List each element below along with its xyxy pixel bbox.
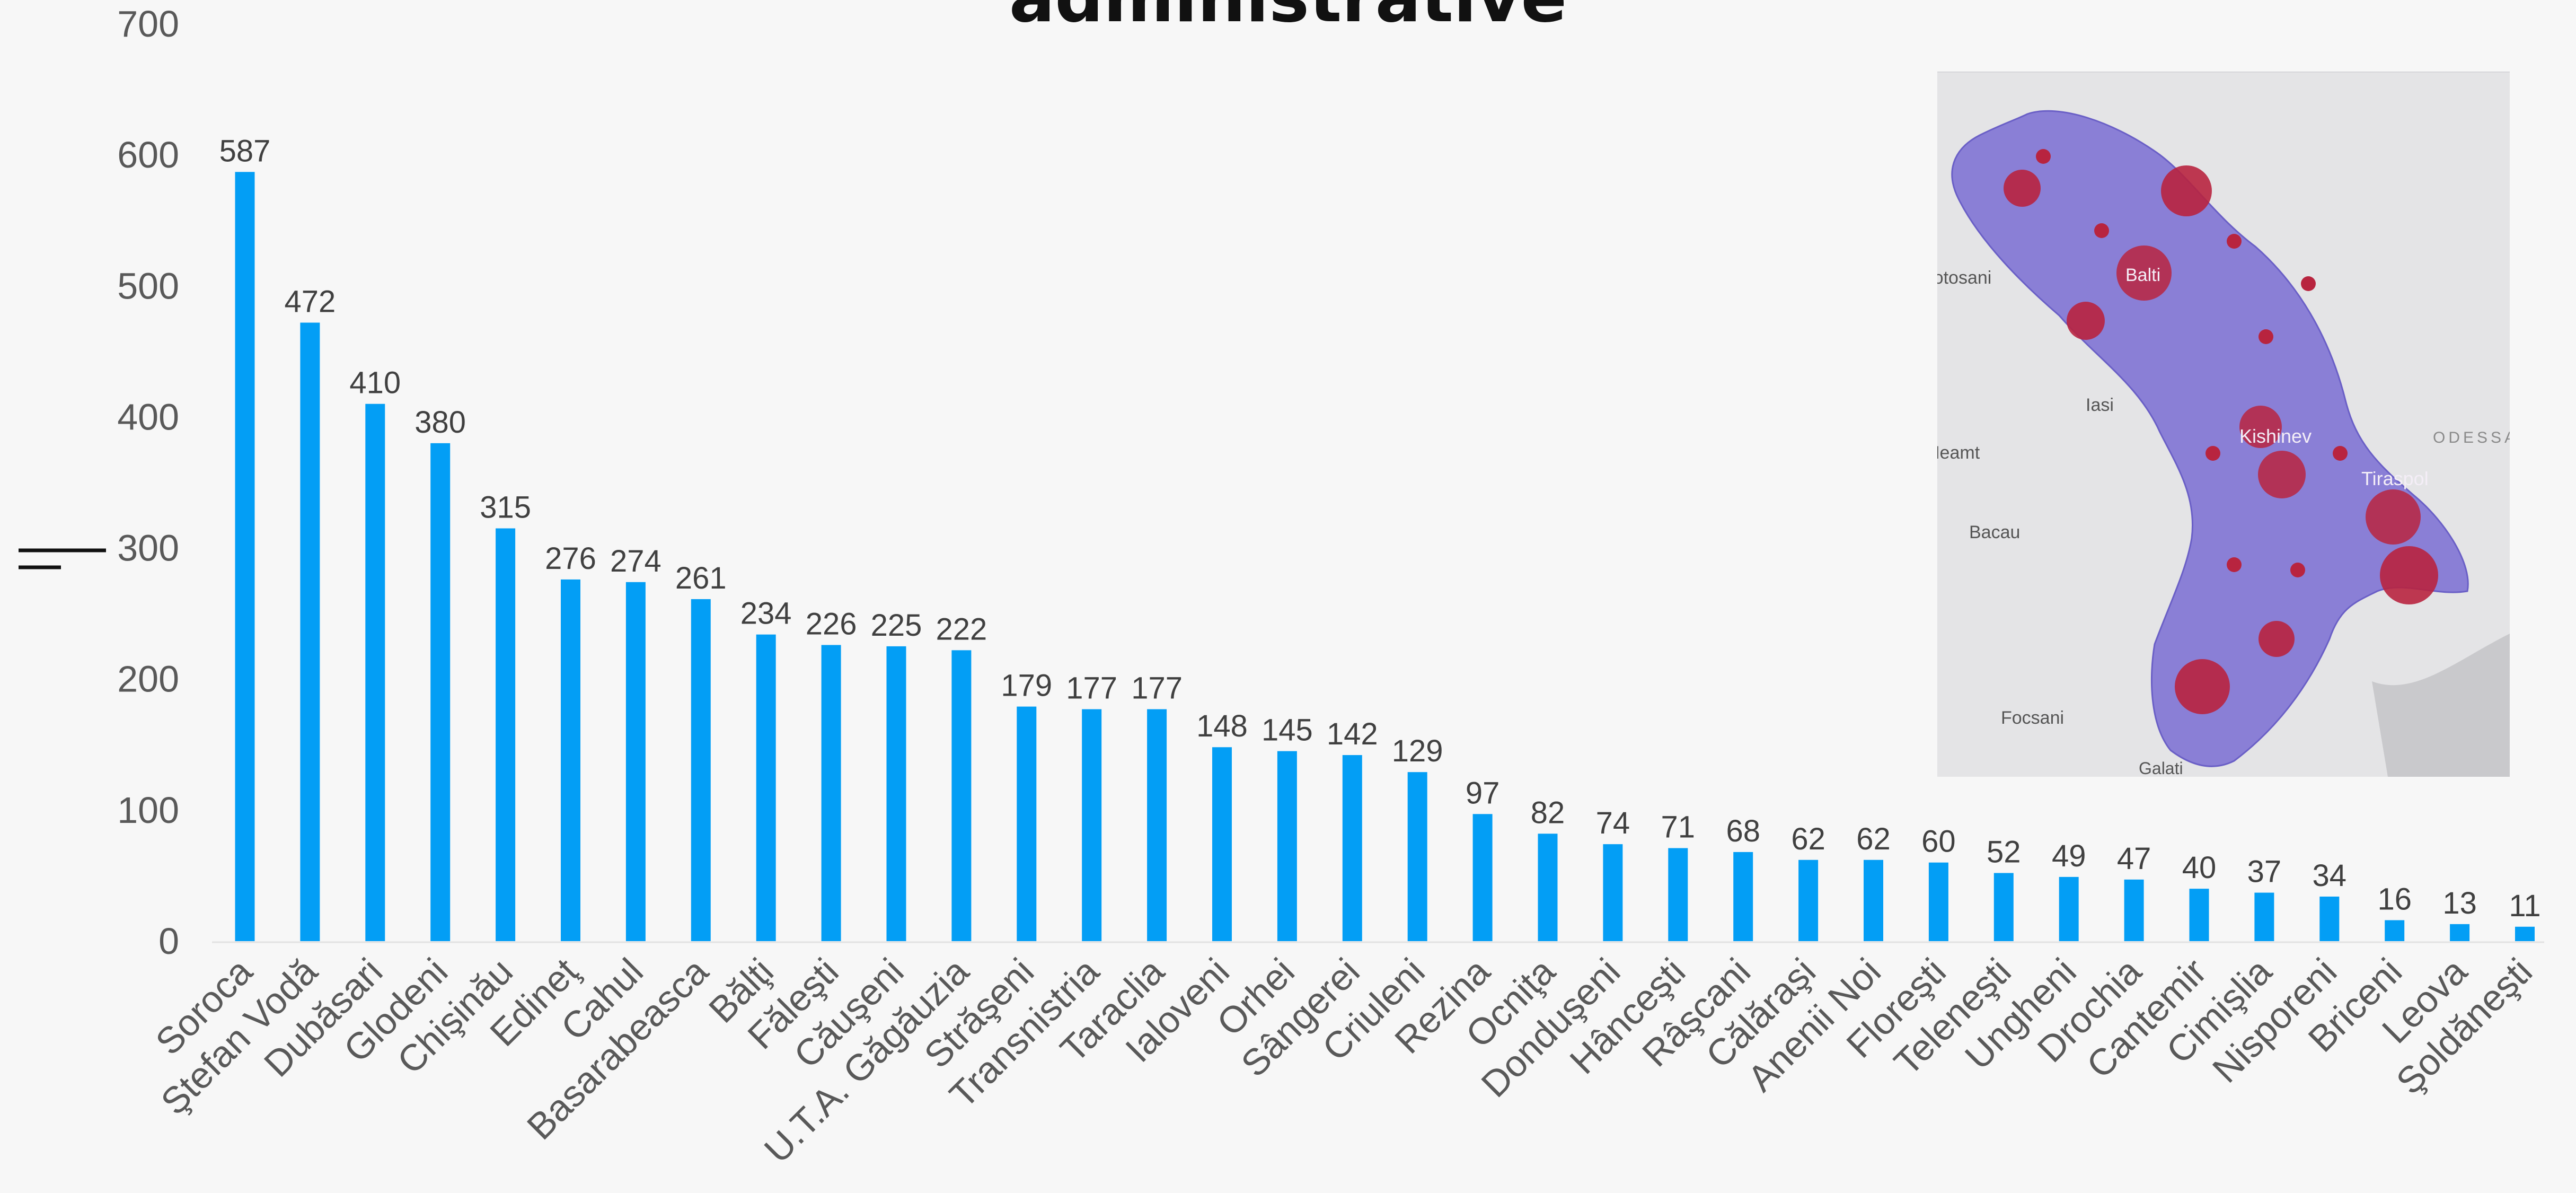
bar [821,645,841,941]
map-label-focsani: Focsani [2001,708,2064,728]
bar [561,579,580,941]
bar-value-label: 225 [871,608,922,643]
bar [1017,706,1037,941]
bar-value-label: 49 [2052,839,2086,873]
bar [1864,859,1883,941]
bar-value-label: 97 [1466,776,1500,810]
bar-value-label: 315 [480,490,531,525]
bar-value-label: 60 [1921,824,1956,859]
bar [235,172,255,941]
bar-value-label: 34 [2313,858,2347,893]
bar [1082,709,1102,941]
y-tick-label: 400 [117,396,179,437]
bar-value-label: 234 [740,596,792,631]
bar [1928,862,1948,941]
bar-value-label: 179 [1001,669,1052,703]
bar [625,582,646,941]
bar [1538,834,1558,941]
y-tick-label: 700 [117,3,179,45]
bar [1798,859,1819,941]
y-tick-label: 200 [117,659,179,700]
bar-value-label: 16 [2377,882,2412,916]
map-label-bacau: Bacau [1969,522,2020,542]
bar-value-label: 472 [285,284,336,319]
bar [430,443,451,941]
map-label-galati: Galati [2139,759,2183,777]
bar-value-label: 62 [1856,822,1891,856]
bar [1733,852,1753,941]
bar-value-label: 74 [1596,806,1630,840]
y-tick-label: 600 [117,134,179,176]
bars [235,172,2535,941]
chart-title: administrative [1009,0,1567,38]
bar [2385,920,2405,941]
bar [300,322,320,941]
bar-value-label: 222 [936,612,987,646]
bar [496,528,516,941]
y-tick-label: 0 [158,920,179,962]
y-tick-label: 100 [117,790,179,831]
map-label-iasi: Iasi [2086,395,2114,415]
bar-value-label: 142 [1327,717,1378,751]
bar-value-label: 82 [1531,795,1565,830]
bar [756,634,776,941]
bar-value-label: 71 [1661,810,1696,845]
bar [2124,879,2144,941]
bar-value-label: 13 [2442,886,2477,920]
map-label-odessa: ODESSA [2433,429,2510,446]
value-labels: 587 472 410 380 315 276 274 261 234 226 225 222 179 1… [219,134,2541,923]
bar-value-label: 261 [675,561,727,595]
bar-value-label: 68 [1726,814,1760,848]
bar-value-label: 47 [2117,841,2151,876]
bar [691,599,711,941]
bar-value-label: 276 [545,541,596,576]
bar-value-label: 177 [1131,671,1183,706]
bar [1993,873,2014,941]
map-label-botosani: Botosani [1937,268,1991,288]
bar-value-label: 177 [1066,671,1117,706]
bar [2319,896,2340,941]
map-label-neamt: Neamt [1937,443,1980,463]
bar [2450,924,2470,941]
map-label-balti: Balti [2125,265,2160,285]
bar [2189,889,2209,941]
legend-line-fragment [19,548,106,569]
bar [1342,755,1362,941]
bar [2254,892,2274,941]
bar [1147,709,1167,941]
inset-map: Balti Kishinev Tiraspol Botosani Iasi Ne… [1921,71,2515,778]
bar [2515,926,2535,941]
bar-value-label: 129 [1392,734,1443,768]
bar-value-label: 226 [806,607,857,641]
bar-value-label: 274 [610,544,661,578]
map-label-kishinev: Kishinev [2239,425,2312,447]
bar-value-label: 145 [1261,713,1313,748]
bar [1277,751,1297,941]
bar [951,650,972,941]
y-tick-label: 500 [117,265,179,306]
bar-value-label: 11 [2509,889,2540,923]
bar [886,646,906,941]
bar-value-label: 52 [1987,835,2021,869]
bar-value-label: 40 [2182,850,2217,885]
bar-value-label: 148 [1196,709,1248,743]
map-label-tiraspol: Tiraspol [2361,468,2429,489]
bar [2059,876,2079,941]
bar [1603,844,1623,941]
bar-value-label: 587 [219,134,271,168]
bar [1668,848,1688,941]
bar-value-label: 62 [1791,822,1825,856]
bar-value-label: 37 [2247,855,2282,889]
bar-value-label: 410 [349,366,401,400]
bar [1472,814,1493,941]
bar [365,403,385,941]
bar-value-label: 380 [414,405,466,440]
y-tick-label: 300 [117,528,179,569]
y-axis: 0 100 200 300 400 500 600 700 [117,3,2544,962]
bar [1407,772,1427,941]
bar [1212,747,1232,941]
